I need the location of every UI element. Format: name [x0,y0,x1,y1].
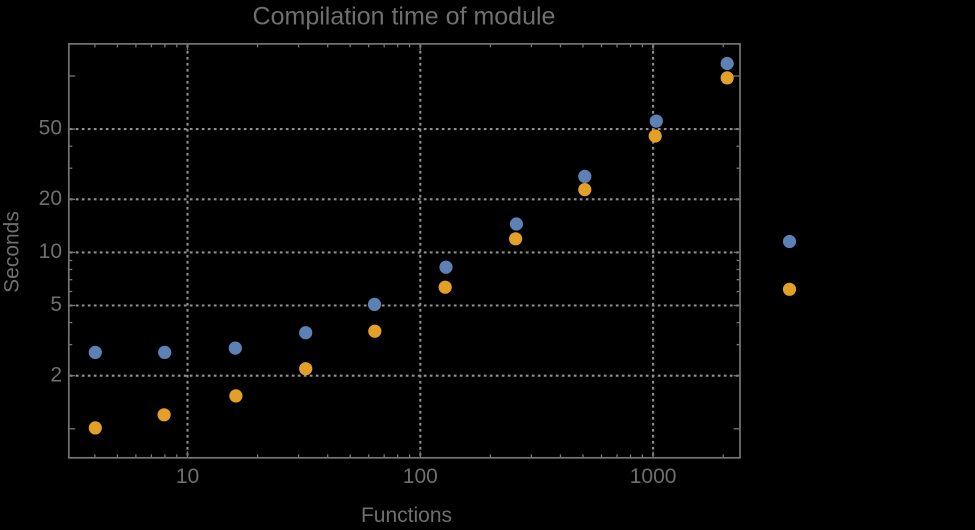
svg-text:10: 10 [176,465,199,488]
svg-text:Compilation time of module: Compilation time of module [253,2,556,30]
svg-text:1000: 1000 [630,465,677,488]
svg-text:10: 10 [39,240,62,263]
svg-text:50: 50 [39,117,62,140]
svg-text:2: 2 [50,363,62,386]
svg-text:5: 5 [50,293,62,316]
svg-text:Seconds: Seconds [0,211,23,293]
svg-text:20: 20 [39,187,62,210]
svg-text:100: 100 [403,465,438,488]
svg-text:Functions: Functions [361,504,452,525]
